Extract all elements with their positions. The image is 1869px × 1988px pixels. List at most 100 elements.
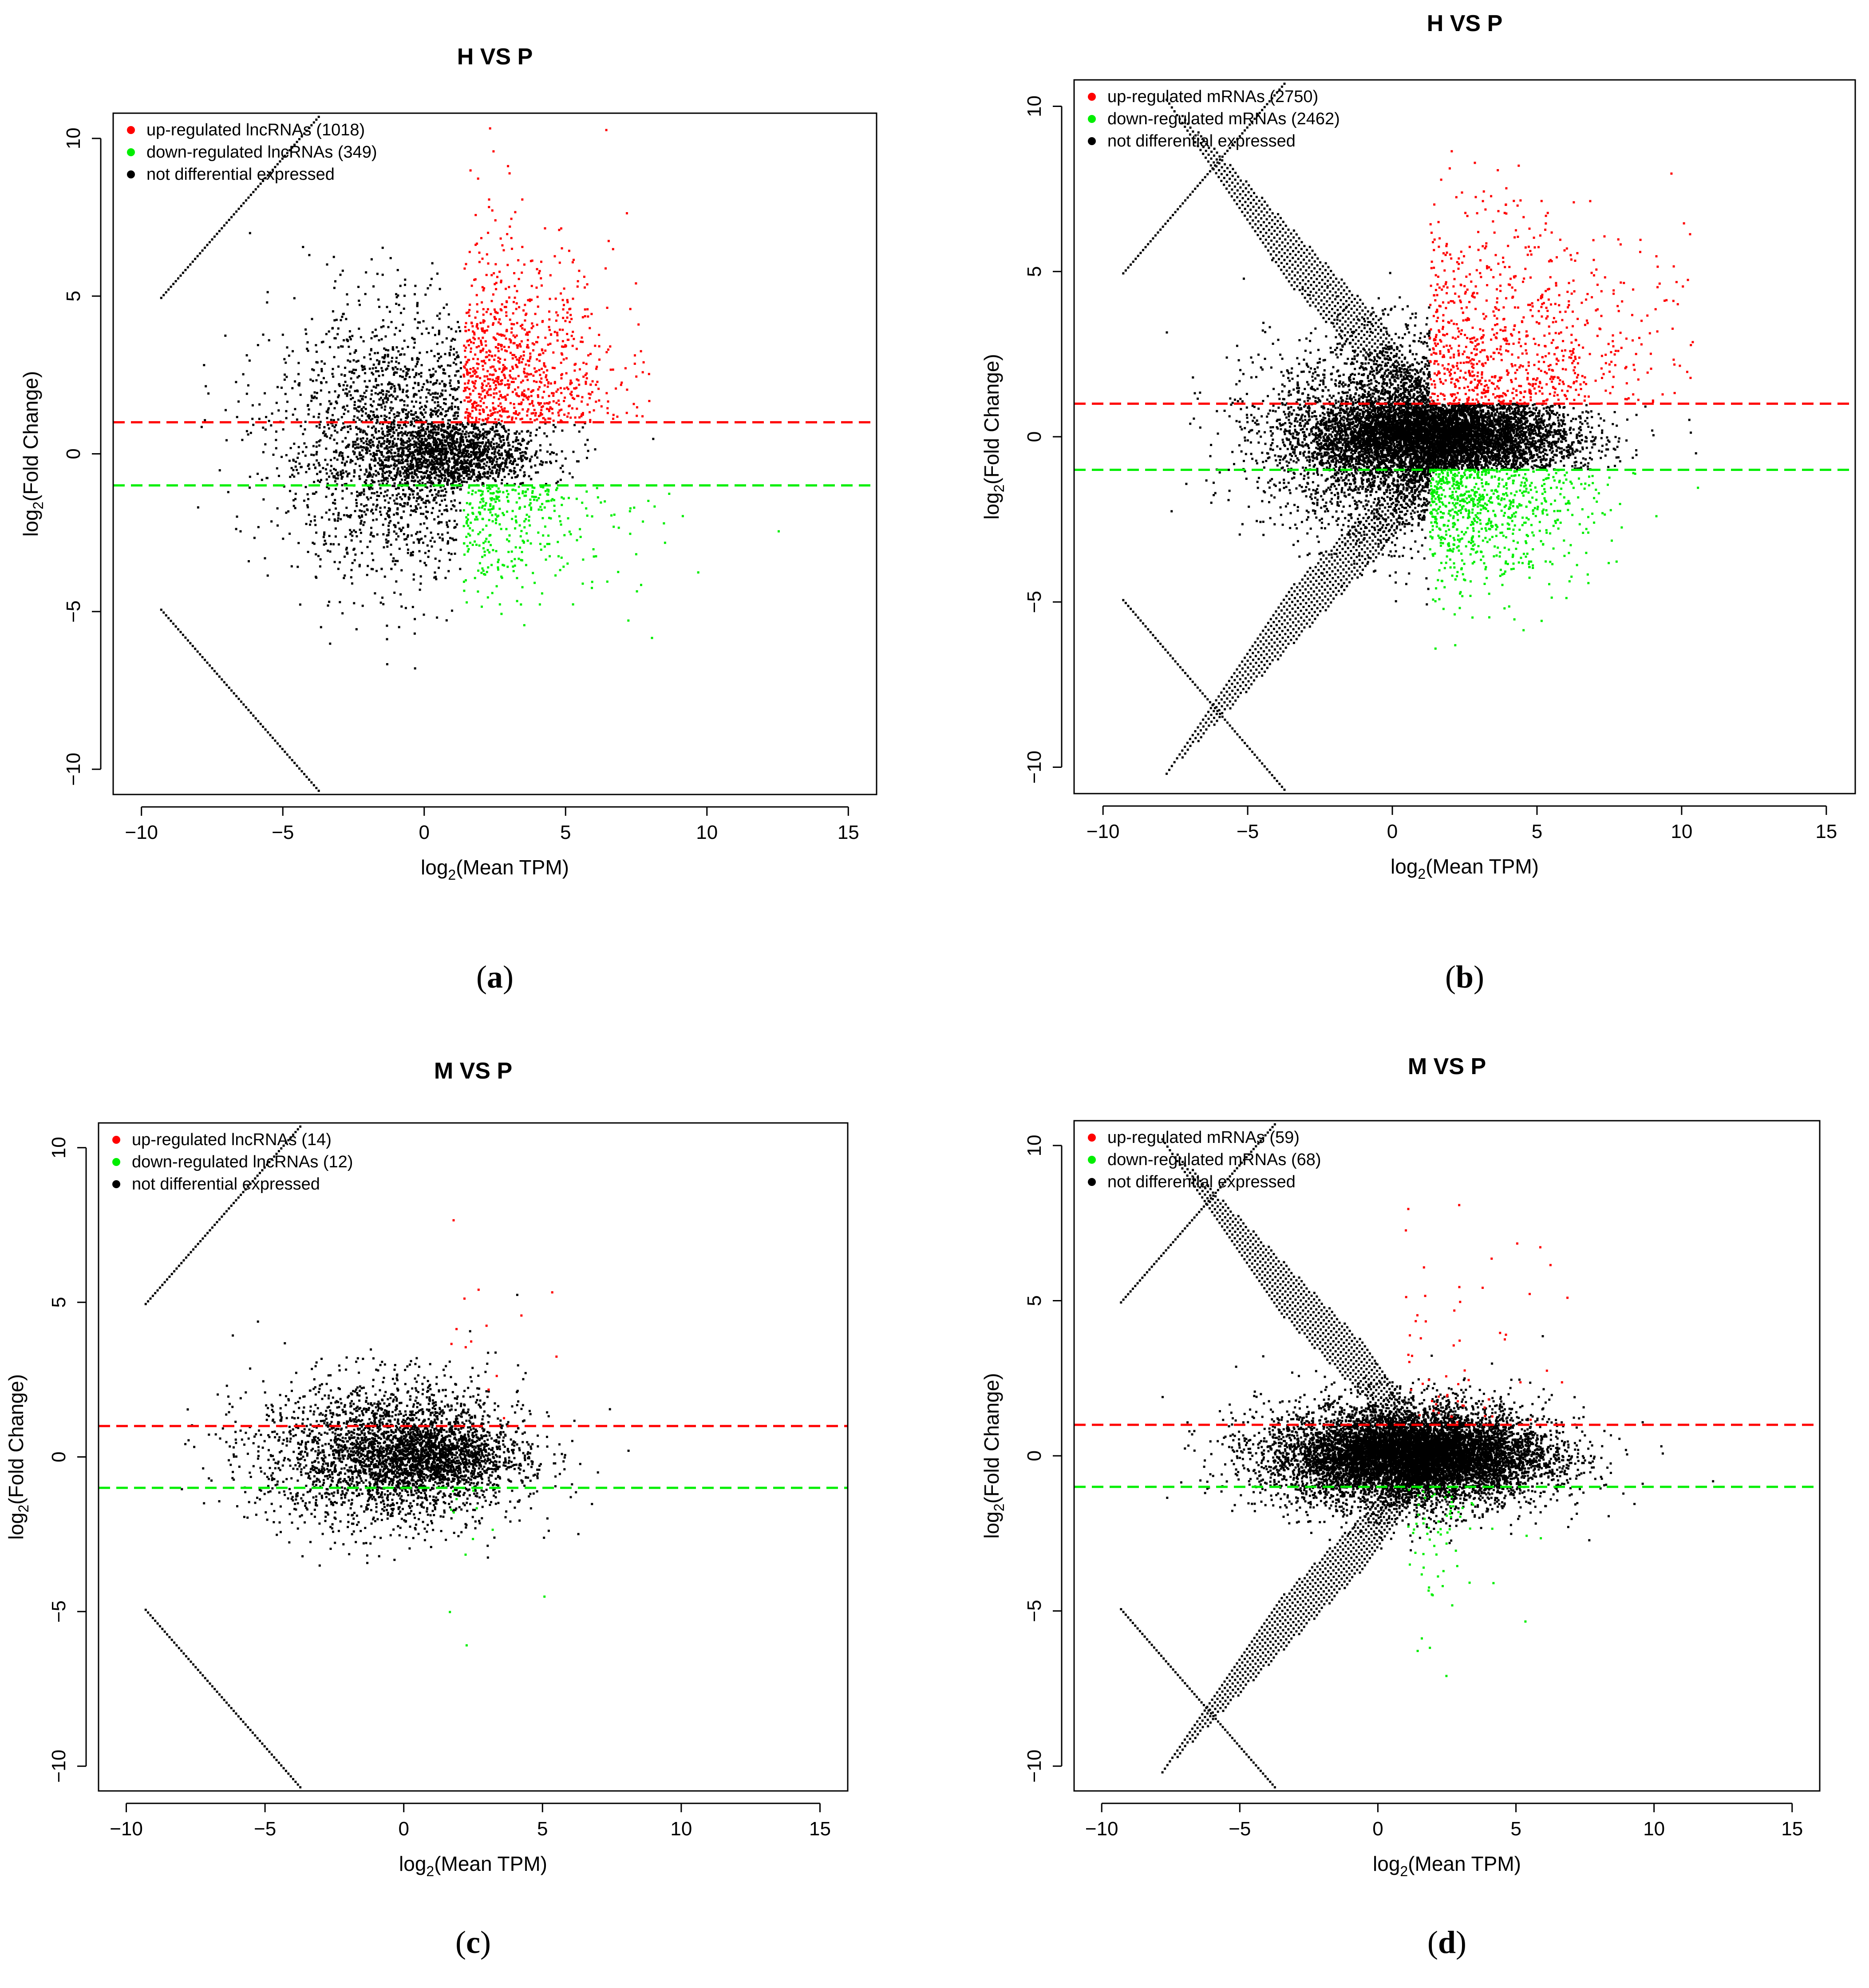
data-point-down (508, 534, 511, 537)
data-point-ns (372, 411, 375, 413)
data-point-ns (355, 531, 357, 534)
data-point-ns (424, 502, 427, 505)
data-point-ns (392, 442, 395, 444)
data-point-ns (468, 435, 470, 438)
data-point-ns (1177, 208, 1179, 210)
data-point-ns (372, 559, 375, 561)
data-point-down (627, 619, 630, 622)
data-point-ns (397, 493, 400, 495)
data-point-ns (514, 483, 516, 486)
data-point-ns (329, 437, 332, 439)
data-point-ns (411, 475, 413, 478)
data-point-ns (306, 341, 309, 344)
data-point-up (548, 401, 551, 404)
data-point-up (538, 369, 541, 372)
data-point-ns (356, 376, 359, 379)
y-tick-label: 0 (63, 448, 84, 459)
data-point-up (525, 363, 527, 366)
data-point-ns (433, 382, 435, 385)
data-point-ns (387, 459, 390, 462)
data-point-ns (342, 384, 345, 387)
data-point-down (663, 522, 665, 525)
data-point-ns (379, 510, 381, 513)
data-point-ns (1199, 149, 1202, 151)
data-point-ns (394, 451, 397, 454)
data-point-up (581, 340, 584, 343)
data-point-ns (457, 354, 459, 357)
data-point-ns (347, 410, 350, 413)
data-point-ns (494, 478, 496, 481)
data-point-up (497, 360, 500, 363)
data-point-down (579, 528, 581, 530)
data-point-ns (407, 496, 410, 498)
data-point-down (474, 518, 476, 521)
data-point-ns (313, 492, 316, 495)
data-point-ns (387, 529, 390, 531)
data-point-ns (1261, 762, 1264, 765)
data-point-ns (350, 539, 353, 542)
data-point-ns (427, 463, 429, 466)
data-point-ns (459, 568, 462, 570)
data-point-ns (326, 486, 328, 488)
data-point-ns (471, 423, 474, 425)
data-point-ns (441, 439, 443, 442)
data-point-ns (315, 531, 318, 534)
data-point-ns (450, 500, 453, 502)
data-point-ns (1238, 207, 1241, 209)
data-point-ns (477, 438, 479, 441)
data-point-ns (437, 468, 439, 470)
data-point-up (470, 321, 473, 324)
data-point-ns (360, 364, 363, 367)
data-point-ns (519, 452, 522, 455)
data-point-ns (337, 512, 340, 514)
data-point-ns (259, 182, 262, 185)
data-point-ns (387, 326, 390, 328)
data-point-down (471, 506, 474, 509)
data-point-ns (505, 431, 507, 433)
data-point-up (492, 373, 495, 376)
data-point-down (486, 487, 489, 490)
data-point-ns (1231, 144, 1234, 146)
data-point-ns (324, 435, 326, 437)
data-point-up (518, 278, 520, 281)
data-point-up (482, 364, 484, 367)
data-point-ns (417, 420, 419, 423)
data-point-ns (442, 423, 444, 425)
data-point-ns (559, 467, 562, 470)
data-point-ns (1164, 222, 1167, 225)
data-point-ns (452, 490, 454, 493)
data-point-ns (468, 473, 470, 476)
data-point-down (487, 566, 490, 569)
data-point-ns (380, 367, 383, 369)
data-point-ns (403, 378, 406, 381)
data-point-ns (487, 440, 490, 443)
data-point-ns (411, 534, 413, 537)
data-point-ns (414, 431, 417, 434)
data-point-up (507, 165, 510, 167)
data-point-down (525, 564, 527, 566)
data-point-ns (427, 459, 430, 462)
data-point-ns (294, 380, 296, 383)
data-point-ns (426, 527, 428, 530)
data-point-ns (462, 470, 464, 473)
data-point-ns (189, 642, 192, 644)
data-point-ns (389, 310, 391, 313)
data-point-ns (438, 357, 440, 360)
data-point-ns (375, 518, 378, 521)
data-point-ns (355, 426, 358, 428)
data-point-up (570, 382, 573, 384)
data-point-down (533, 496, 535, 498)
data-point-ns (419, 446, 422, 448)
data-point-up (506, 394, 509, 396)
data-point-ns (397, 294, 399, 297)
data-point-ns (383, 466, 385, 469)
data-point-down (477, 569, 480, 572)
data-point-down (463, 553, 466, 556)
data-point-up (526, 346, 528, 348)
data-point-ns (457, 408, 460, 411)
data-point-down (502, 512, 504, 514)
data-point-up (523, 393, 526, 395)
data-point-up (582, 375, 585, 378)
data-point-ns (206, 244, 209, 246)
data-point-ns (516, 449, 518, 452)
